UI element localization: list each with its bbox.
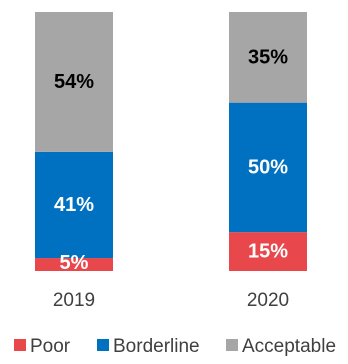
data-label-poor-2020: 15% <box>248 241 288 263</box>
bar-borderline-2020 <box>229 102 307 233</box>
legend-label-poor: Poor <box>30 336 71 357</box>
category-labels: 2019 2020 <box>53 290 289 311</box>
bar-acceptable-2019 <box>35 12 113 152</box>
legend: Poor Borderline Acceptable <box>14 336 336 357</box>
bar-borderline-2019 <box>35 151 113 259</box>
data-label-poor-2019: 5% <box>60 252 89 274</box>
bar-poor-2019 <box>35 258 113 271</box>
data-label-acceptable-2019: 54% <box>54 71 94 93</box>
data-label-borderline-2019: 41% <box>54 194 94 216</box>
legend-swatch-acceptable <box>226 339 238 351</box>
legend-label-acceptable: Acceptable <box>242 336 336 357</box>
legend-swatch-poor <box>14 339 26 351</box>
category-label-2020: 2020 <box>247 290 289 311</box>
data-label-acceptable-2020: 35% <box>248 46 288 68</box>
legend-swatch-borderline <box>97 339 109 351</box>
bars-layer: 5% 41% 54% 15% 50% 35% <box>35 12 307 274</box>
category-label-2019: 2019 <box>53 290 95 311</box>
legend-label-borderline: Borderline <box>113 336 200 357</box>
data-label-borderline-2020: 50% <box>248 156 288 178</box>
bar-poor-2020 <box>229 232 307 271</box>
bar-acceptable-2020 <box>229 12 307 103</box>
